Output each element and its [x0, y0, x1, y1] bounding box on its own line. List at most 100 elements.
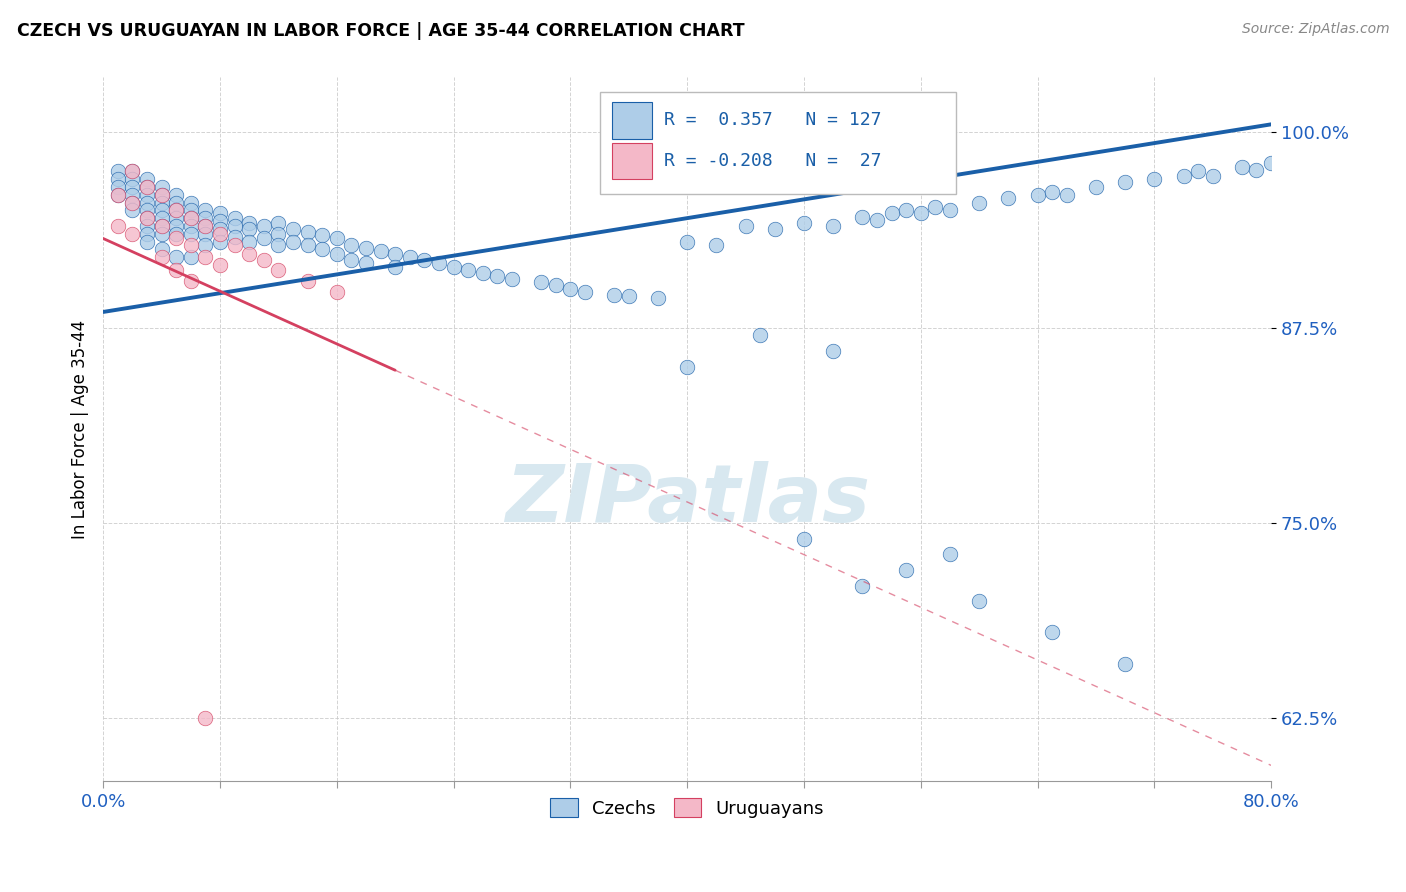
Point — [939, 547, 962, 561]
Point — [267, 237, 290, 252]
Point — [297, 274, 319, 288]
Point — [471, 266, 494, 280]
Point — [136, 227, 159, 241]
Point — [997, 191, 1019, 205]
Point — [107, 219, 129, 233]
Point — [676, 235, 699, 249]
Point — [823, 219, 845, 233]
Point — [224, 237, 246, 252]
Point — [180, 250, 202, 264]
Point — [443, 260, 465, 274]
Point — [224, 230, 246, 244]
Point — [150, 219, 173, 233]
Point — [281, 222, 304, 236]
Point — [793, 216, 815, 230]
Point — [150, 211, 173, 226]
Point — [136, 203, 159, 218]
Y-axis label: In Labor Force | Age 35-44: In Labor Force | Age 35-44 — [72, 319, 89, 539]
Point — [894, 563, 917, 577]
Point — [910, 206, 932, 220]
Text: CZECH VS URUGUAYAN IN LABOR FORCE | AGE 35-44 CORRELATION CHART: CZECH VS URUGUAYAN IN LABOR FORCE | AGE … — [17, 22, 745, 40]
Point — [384, 247, 406, 261]
Point — [238, 235, 260, 249]
Point — [150, 203, 173, 218]
Point — [238, 247, 260, 261]
Point — [967, 594, 990, 608]
FancyBboxPatch shape — [613, 143, 652, 179]
Point — [939, 203, 962, 218]
Point — [894, 203, 917, 218]
Point — [136, 180, 159, 194]
Point — [354, 241, 377, 255]
Point — [150, 227, 173, 241]
Point — [107, 164, 129, 178]
Text: ZIPatlas: ZIPatlas — [505, 460, 870, 539]
Point — [180, 211, 202, 226]
Point — [501, 272, 523, 286]
Point — [224, 211, 246, 226]
Point — [793, 532, 815, 546]
Text: R =  0.357   N = 127: R = 0.357 N = 127 — [664, 112, 882, 129]
Point — [165, 250, 187, 264]
Point — [208, 222, 231, 236]
Point — [136, 187, 159, 202]
Point — [180, 195, 202, 210]
Point — [267, 227, 290, 241]
Point — [325, 247, 347, 261]
Point — [194, 219, 217, 233]
Point — [136, 195, 159, 210]
Point — [866, 212, 889, 227]
FancyBboxPatch shape — [613, 102, 652, 138]
Point — [208, 235, 231, 249]
Point — [194, 711, 217, 725]
Point — [194, 237, 217, 252]
Point — [1187, 164, 1209, 178]
Point — [224, 219, 246, 233]
Point — [1040, 185, 1063, 199]
Point — [267, 262, 290, 277]
Point — [398, 250, 420, 264]
Point — [165, 262, 187, 277]
Point — [1143, 172, 1166, 186]
Point — [121, 227, 143, 241]
Point — [967, 195, 990, 210]
Point — [749, 328, 772, 343]
Point — [427, 256, 450, 270]
Point — [121, 187, 143, 202]
Point — [150, 219, 173, 233]
Point — [180, 237, 202, 252]
Point — [851, 210, 873, 224]
Point — [1040, 625, 1063, 640]
Point — [311, 243, 333, 257]
Point — [281, 235, 304, 249]
Point — [297, 237, 319, 252]
Point — [823, 344, 845, 359]
Text: Source: ZipAtlas.com: Source: ZipAtlas.com — [1241, 22, 1389, 37]
Point — [121, 195, 143, 210]
Point — [136, 180, 159, 194]
Point — [121, 195, 143, 210]
Point — [208, 227, 231, 241]
Point — [340, 237, 363, 252]
Point — [136, 211, 159, 226]
Point — [1246, 162, 1268, 177]
Point — [676, 359, 699, 374]
FancyBboxPatch shape — [599, 92, 956, 194]
Legend: Czechs, Uruguayans: Czechs, Uruguayans — [543, 791, 831, 825]
Text: R = -0.208   N =  27: R = -0.208 N = 27 — [664, 153, 882, 170]
Point — [1114, 657, 1136, 671]
Point — [150, 250, 173, 264]
Point — [136, 172, 159, 186]
Point — [924, 200, 946, 214]
Point — [354, 256, 377, 270]
Point — [457, 262, 479, 277]
Point — [1084, 180, 1107, 194]
Point — [208, 258, 231, 272]
Point — [194, 219, 217, 233]
Point — [165, 219, 187, 233]
Point — [851, 578, 873, 592]
Point — [325, 231, 347, 245]
Point — [194, 211, 217, 226]
Point — [107, 172, 129, 186]
Point — [413, 253, 436, 268]
